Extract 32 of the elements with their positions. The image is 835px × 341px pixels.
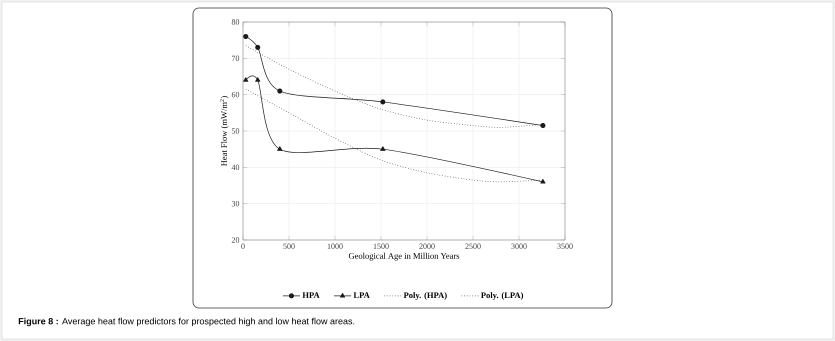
point	[380, 99, 386, 104]
point	[243, 77, 248, 82]
point	[277, 146, 282, 151]
point	[243, 34, 248, 40]
y-tick-label: 50	[232, 128, 240, 134]
text: Figure 8 : Average heat flow predictors for prospected high and low heat flow areas.	[18, 318, 354, 326]
point	[540, 123, 546, 128]
x-tick-label: 0	[241, 244, 245, 249]
x-tick-label: 2000	[419, 244, 435, 249]
y-tick-label: 60	[232, 92, 240, 98]
y-axis-title: Heat Flow (mW/m$^{2}$)	[220, 96, 229, 166]
point	[255, 44, 260, 50]
legend-label: HPA	[302, 292, 320, 298]
legend-label: LPA	[354, 292, 370, 298]
x-axis-title: Geological Age in Million Years	[348, 252, 460, 261]
legend-label: Poly. (LPA)	[481, 292, 524, 300]
point	[380, 146, 386, 151]
x-tick-label: 500	[283, 244, 295, 249]
y-tick-label: 40	[232, 164, 240, 170]
point	[277, 88, 282, 94]
x-tick-label: 1500	[374, 244, 389, 249]
x-tick-label: 2500	[465, 244, 481, 249]
point	[540, 178, 546, 184]
x-tick-label: 1000	[328, 244, 343, 249]
x-tick-label: 3000	[511, 244, 527, 249]
y-tick-label: 30	[232, 200, 240, 206]
y-tick-label: 20	[232, 237, 240, 243]
x-tick-label: 3500	[557, 244, 573, 249]
y-tick-label: 80	[232, 19, 240, 25]
point	[255, 77, 260, 82]
legend-label: Poly. (HPA)	[404, 292, 447, 300]
y-tick-label: 70	[232, 56, 240, 62]
